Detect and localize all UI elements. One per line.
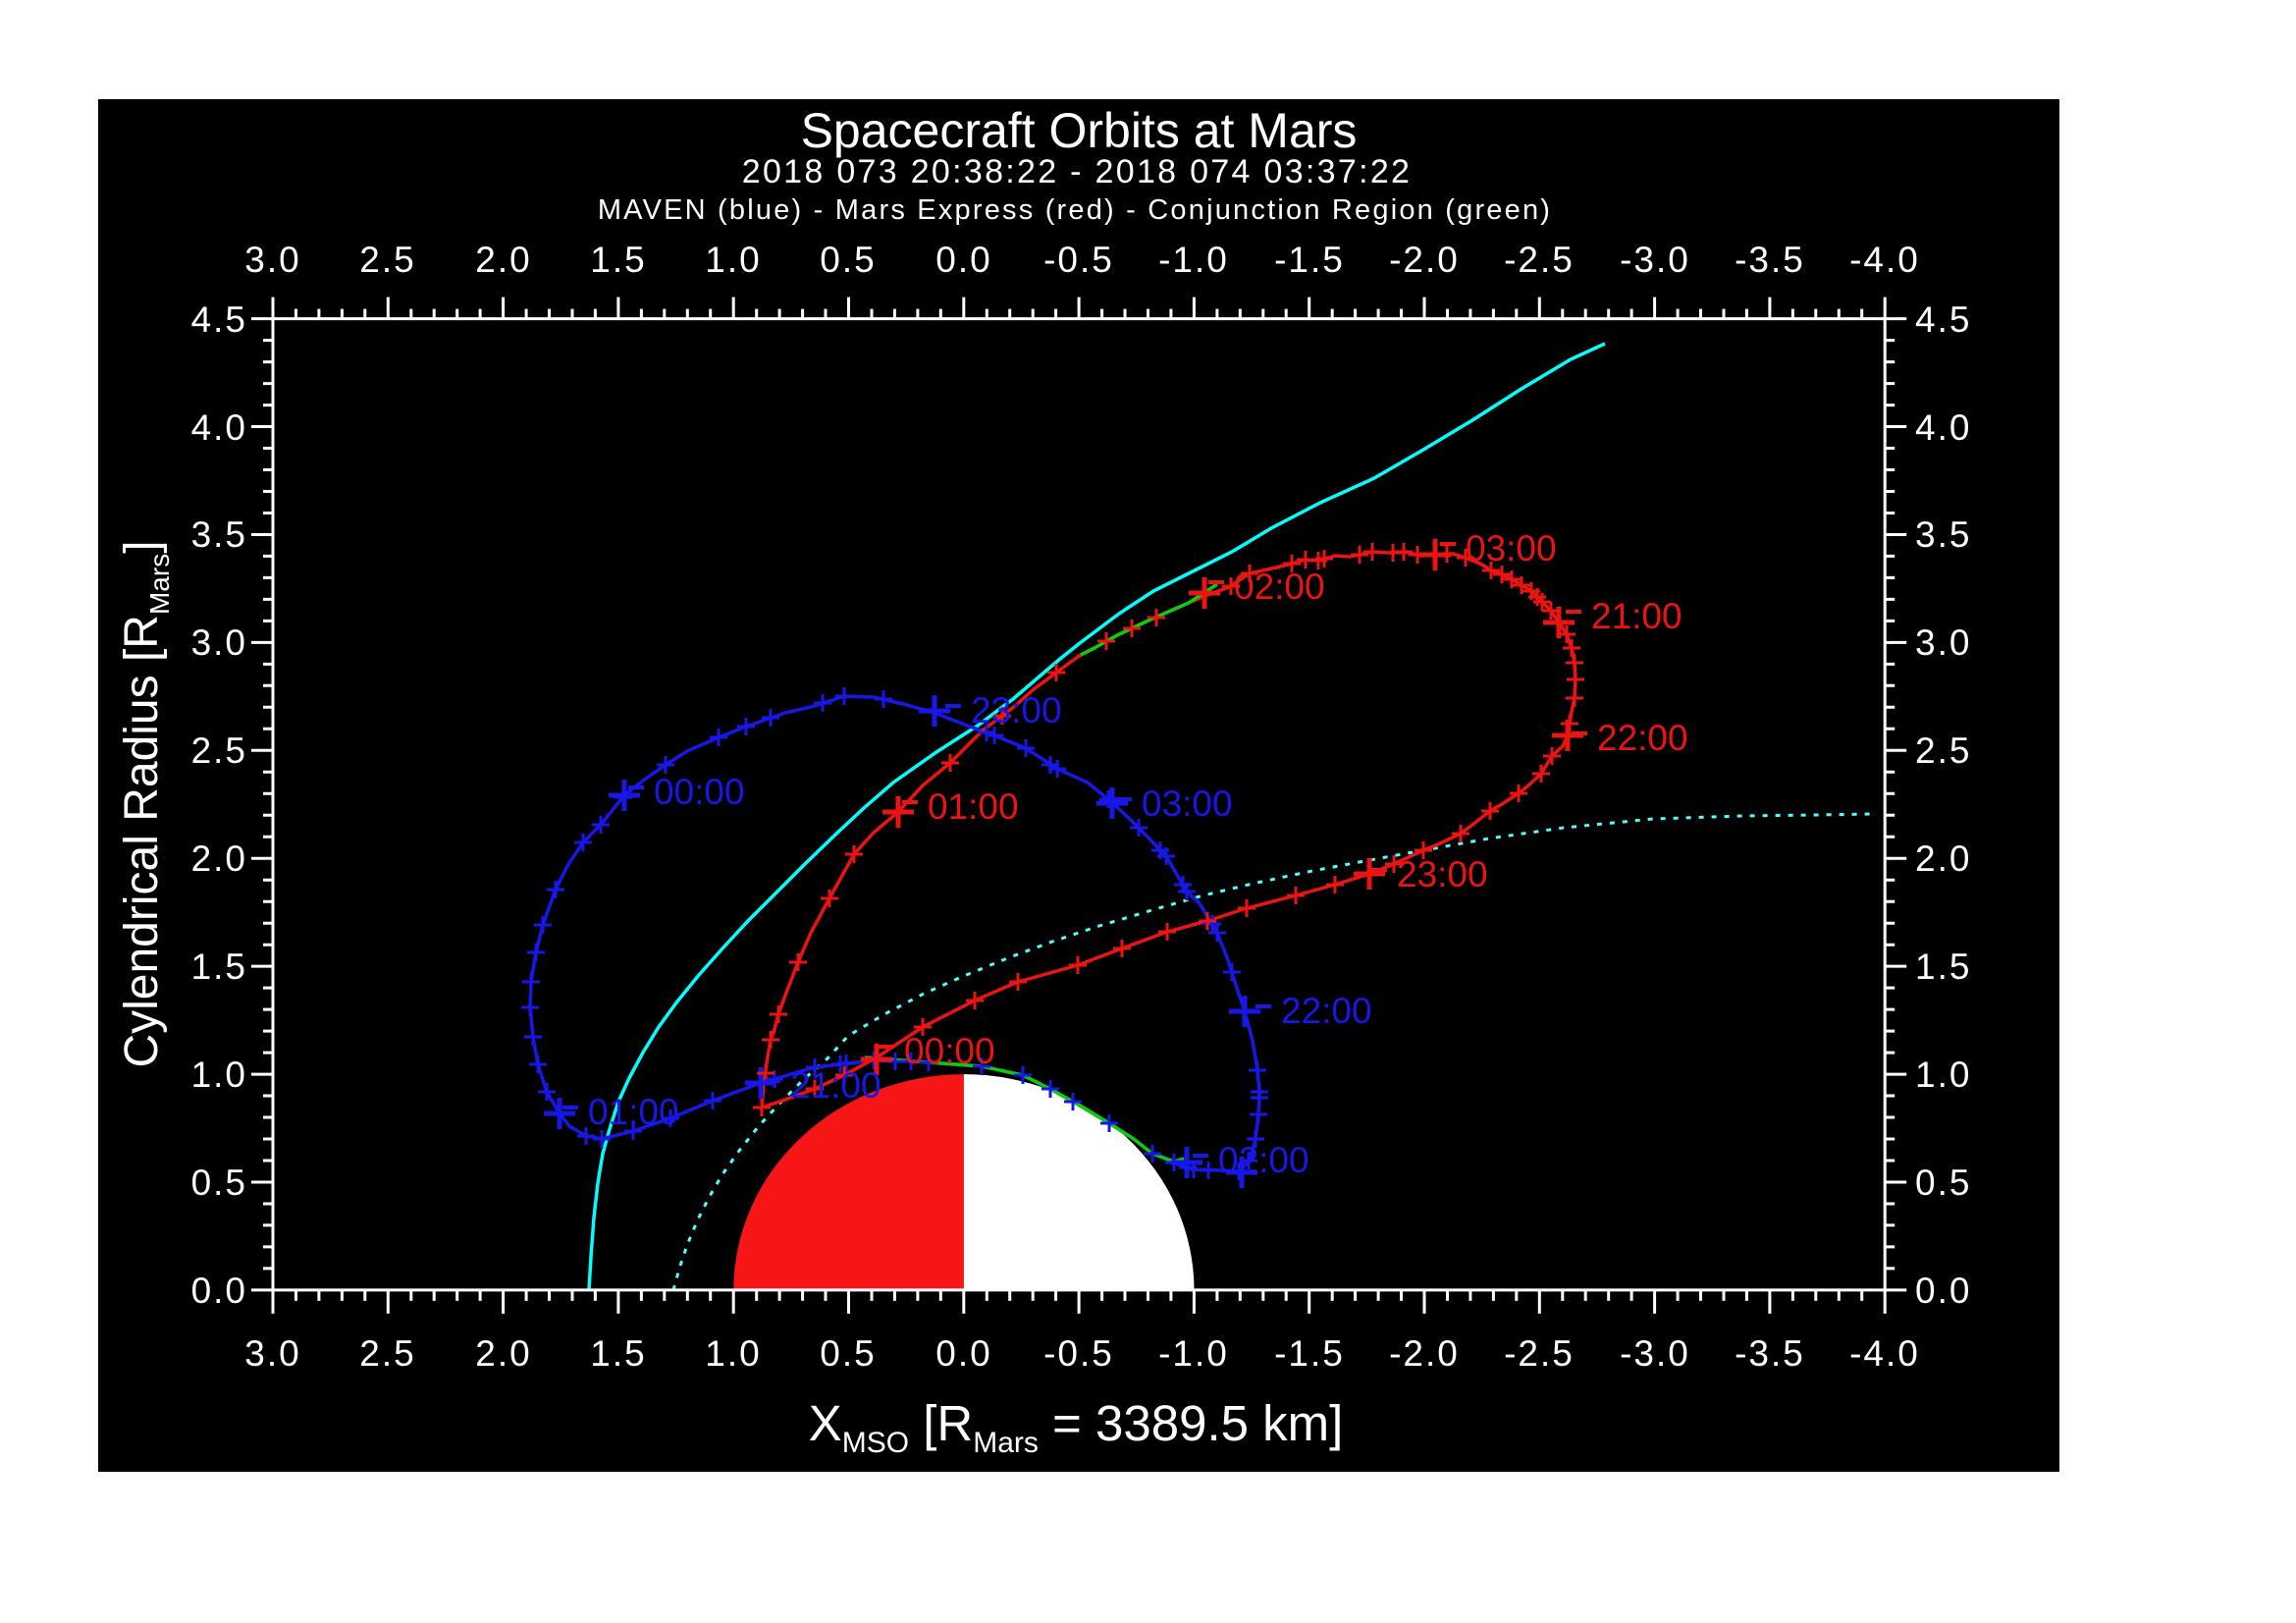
svg-text:-0.5: -0.5 <box>1043 240 1114 280</box>
svg-text:0.5: 0.5 <box>1915 1163 1971 1203</box>
svg-text:0.0: 0.0 <box>935 240 991 280</box>
svg-text:MAVEN (blue) - Mars Express (r: MAVEN (blue) - Mars Express (red) - Conj… <box>598 194 1552 226</box>
svg-text:-4.0: -4.0 <box>1849 240 1920 280</box>
svg-text:01:00: 01:00 <box>928 786 1019 827</box>
svg-text:1.0: 1.0 <box>1915 1055 1971 1095</box>
svg-text:-1.5: -1.5 <box>1274 1333 1345 1374</box>
svg-text:2.0: 2.0 <box>1915 839 1971 879</box>
svg-text:2018 073 20:38:22 - 2018 074 0: 2018 073 20:38:22 - 2018 074 03:37:22 <box>742 153 1413 190</box>
svg-text:Cylendrical Radius [RMars]: Cylendrical Radius [RMars] <box>116 540 175 1067</box>
svg-text:-2.0: -2.0 <box>1389 1333 1460 1374</box>
svg-text:1.0: 1.0 <box>705 1333 761 1374</box>
svg-text:4.0: 4.0 <box>191 407 247 448</box>
svg-text:-2.5: -2.5 <box>1504 240 1575 280</box>
svg-text:3.0: 3.0 <box>244 1333 300 1374</box>
svg-text:4.5: 4.5 <box>191 299 247 340</box>
svg-text:-2.5: -2.5 <box>1504 1333 1575 1374</box>
svg-text:2.5: 2.5 <box>191 730 247 771</box>
svg-text:-1.0: -1.0 <box>1158 240 1229 280</box>
svg-text:21:00: 21:00 <box>790 1065 881 1106</box>
svg-text:3.0: 3.0 <box>191 622 247 663</box>
svg-text:23:00: 23:00 <box>971 690 1062 730</box>
svg-text:0.5: 0.5 <box>820 1333 876 1374</box>
svg-text:00:00: 00:00 <box>904 1031 995 1071</box>
svg-text:1.5: 1.5 <box>191 947 247 987</box>
svg-text:3.5: 3.5 <box>1915 514 1971 555</box>
svg-text:2.0: 2.0 <box>191 839 247 879</box>
svg-text:03:00: 03:00 <box>1466 528 1557 568</box>
svg-text:-4.0: -4.0 <box>1849 1333 1920 1374</box>
svg-text:22:00: 22:00 <box>1281 991 1372 1031</box>
svg-text:0.0: 0.0 <box>1915 1271 1971 1311</box>
svg-text:4.5: 4.5 <box>1915 299 1971 340</box>
svg-text:0.5: 0.5 <box>191 1163 247 1203</box>
svg-text:2.5: 2.5 <box>359 240 415 280</box>
svg-text:-1.0: -1.0 <box>1158 1333 1229 1374</box>
svg-text:1.0: 1.0 <box>705 240 761 280</box>
svg-text:2.5: 2.5 <box>1915 730 1971 771</box>
svg-text:-1.5: -1.5 <box>1274 240 1345 280</box>
svg-text:3.0: 3.0 <box>1915 622 1971 663</box>
svg-text:0.0: 0.0 <box>191 1271 247 1311</box>
svg-text:2.5: 2.5 <box>359 1333 415 1374</box>
svg-text:1.5: 1.5 <box>590 240 646 280</box>
svg-text:-3.0: -3.0 <box>1620 240 1690 280</box>
svg-text:-0.5: -0.5 <box>1043 1333 1114 1374</box>
svg-text:23:00: 23:00 <box>1397 854 1488 894</box>
svg-text:-2.0: -2.0 <box>1389 240 1460 280</box>
svg-text:0.5: 0.5 <box>820 240 876 280</box>
svg-text:1.5: 1.5 <box>590 1333 646 1374</box>
svg-text:03:00: 03:00 <box>1142 784 1233 824</box>
svg-text:0.0: 0.0 <box>935 1333 991 1374</box>
svg-text:21:00: 21:00 <box>1591 596 1682 636</box>
svg-text:1.0: 1.0 <box>191 1055 247 1095</box>
svg-text:3.0: 3.0 <box>244 240 300 280</box>
svg-text:02:00: 02:00 <box>1234 567 1325 607</box>
svg-text:1.5: 1.5 <box>1915 947 1971 987</box>
svg-text:-3.0: -3.0 <box>1620 1333 1690 1374</box>
svg-text:00:00: 00:00 <box>654 772 745 812</box>
svg-text:-3.5: -3.5 <box>1735 240 1805 280</box>
svg-text:4.0: 4.0 <box>1915 407 1971 448</box>
svg-text:22:00: 22:00 <box>1597 718 1688 758</box>
svg-text:02:00: 02:00 <box>1218 1140 1309 1180</box>
svg-text:-3.5: -3.5 <box>1735 1333 1805 1374</box>
svg-text:2.0: 2.0 <box>475 1333 531 1374</box>
svg-text:01:00: 01:00 <box>588 1092 679 1132</box>
svg-text:2.0: 2.0 <box>475 240 531 280</box>
svg-text:Spacecraft Orbits at Mars: Spacecraft Orbits at Mars <box>801 103 1358 158</box>
svg-text:3.5: 3.5 <box>191 514 247 555</box>
